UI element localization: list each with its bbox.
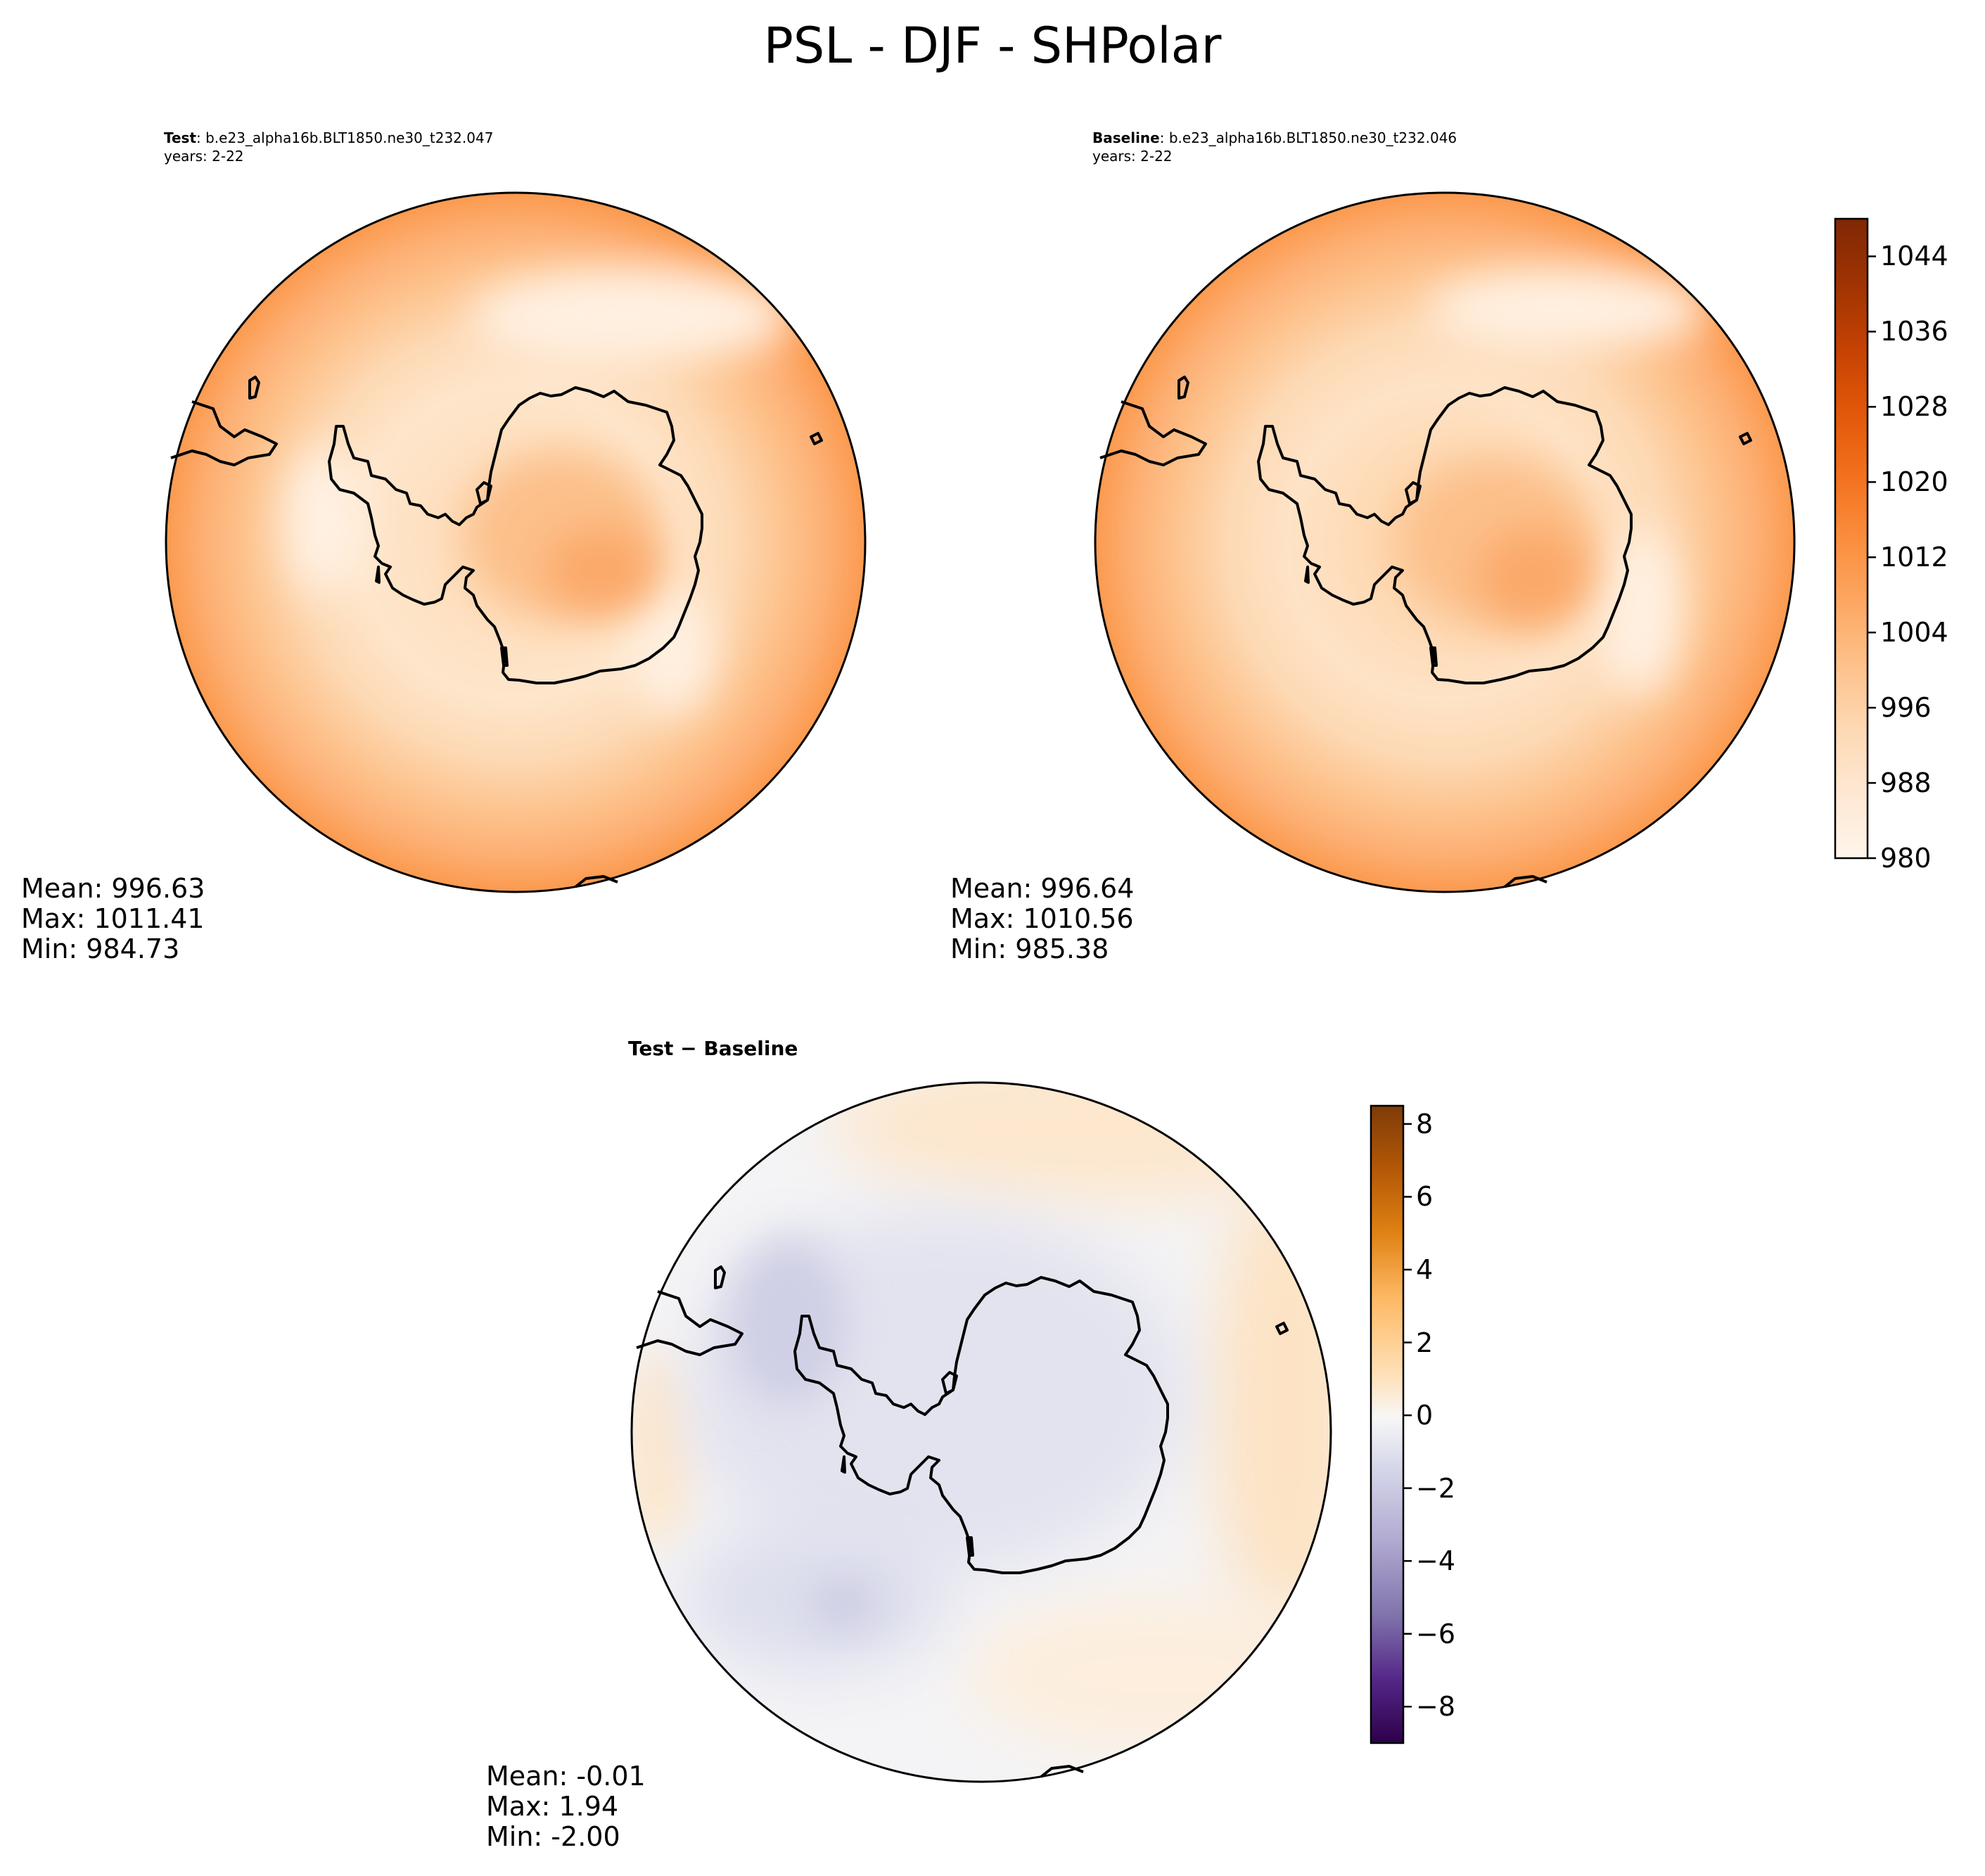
baseline-label-rest: : b.e23_alpha16b.BLT1850.ne30_t232.046 [1159,129,1457,146]
baseline-high-core [1477,528,1590,626]
difference-colorbar-tick-label: 4 [1416,1253,1434,1285]
baseline-low-band [1428,267,1709,352]
baseline-colorbar [1834,217,1876,860]
test-label-bold: Test [164,129,197,146]
test-min: Min: 984.73 [21,933,180,964]
difference-colorbar-tick-label: −8 [1416,1691,1456,1723]
difference-pos-north [830,1083,1331,1203]
baseline-map [1094,191,1796,893]
difference-pos-southeast [964,1597,1331,1751]
difference-neg-core-2 [809,1579,879,1628]
baseline-colorbar-tick-label: 980 [1880,843,1932,874]
difference-colorbar-fill [1370,1104,1405,1744]
test-years: years: 2-22 [164,148,244,165]
difference-pos-east [1210,1175,1331,1639]
baseline-colorbar-tick-label: 1020 [1880,466,1948,498]
test-low-patch-2 [630,587,714,714]
baseline-colorbar-tick-label: 996 [1880,692,1932,724]
difference-colorbar [1370,1104,1412,1744]
test-high-core [545,528,658,612]
test-map-border [165,191,867,893]
baseline-colorbar-tick-label: 1036 [1880,316,1948,347]
difference-colorbar-tick-label: 8 [1416,1108,1434,1140]
baseline-stats: Mean: 996.64 Max: 1010.56 Min: 985.38 [950,874,1134,964]
baseline-low-patch [1597,528,1681,696]
difference-colorbar-tick-label: −2 [1416,1472,1456,1504]
difference-colorbar-tick-label: 6 [1416,1181,1434,1213]
test-stats: Mean: 996.63 Max: 1011.41 Min: 984.73 [21,874,205,964]
baseline-colorbar-tick-label: 988 [1880,767,1932,799]
difference-colorbar-tick-label: 2 [1416,1327,1434,1358]
difference-title: Test − Baseline [628,1037,798,1060]
baseline-min: Min: 985.38 [950,933,1109,964]
baseline-colorbar-tick-label: 1044 [1880,241,1948,272]
test-max: Max: 1011.41 [21,903,205,934]
baseline-mean: Mean: 996.64 [950,873,1135,904]
difference-map-border [630,1081,1332,1783]
figure-title: PSL - DJF - SHPolar [763,17,1222,75]
test-low-band [471,267,795,366]
difference-min: Min: -2.00 [486,1821,620,1852]
baseline-colorbar-tick-label: 1012 [1880,542,1948,573]
difference-colorbar-tick-label: −6 [1416,1618,1456,1650]
test-map [165,191,867,893]
difference-colorbar-tick-label: 0 [1416,1400,1434,1431]
baseline-map-border [1094,191,1796,893]
difference-max: Max: 1.94 [486,1791,619,1822]
baseline-colorbar-tick-label: 1004 [1880,617,1948,649]
difference-stats: Mean: -0.01 Max: 1.94 Min: -2.00 [486,1761,646,1852]
test-mean: Mean: 996.63 [21,873,205,904]
difference-map [630,1081,1332,1783]
difference-neg-core [728,1238,848,1407]
baseline-colorbar-fill [1834,217,1869,860]
baseline-years: years: 2-22 [1092,148,1173,165]
baseline-panel-label: Baseline: b.e23_alpha16b.BLT1850.ne30_t2… [1092,129,1457,147]
baseline-max: Max: 1010.56 [950,903,1134,934]
difference-mean: Mean: -0.01 [486,1761,646,1792]
difference-colorbar-tick-label: −4 [1416,1545,1456,1577]
baseline-label-bold: Baseline [1092,129,1160,146]
test-panel-label: Test: b.e23_alpha16b.BLT1850.ne30_t232.0… [164,129,493,147]
baseline-colorbar-tick-label: 1028 [1880,391,1948,423]
test-label-rest: : b.e23_alpha16b.BLT1850.ne30_t232.047 [196,129,494,146]
test-low-patch [286,447,364,594]
